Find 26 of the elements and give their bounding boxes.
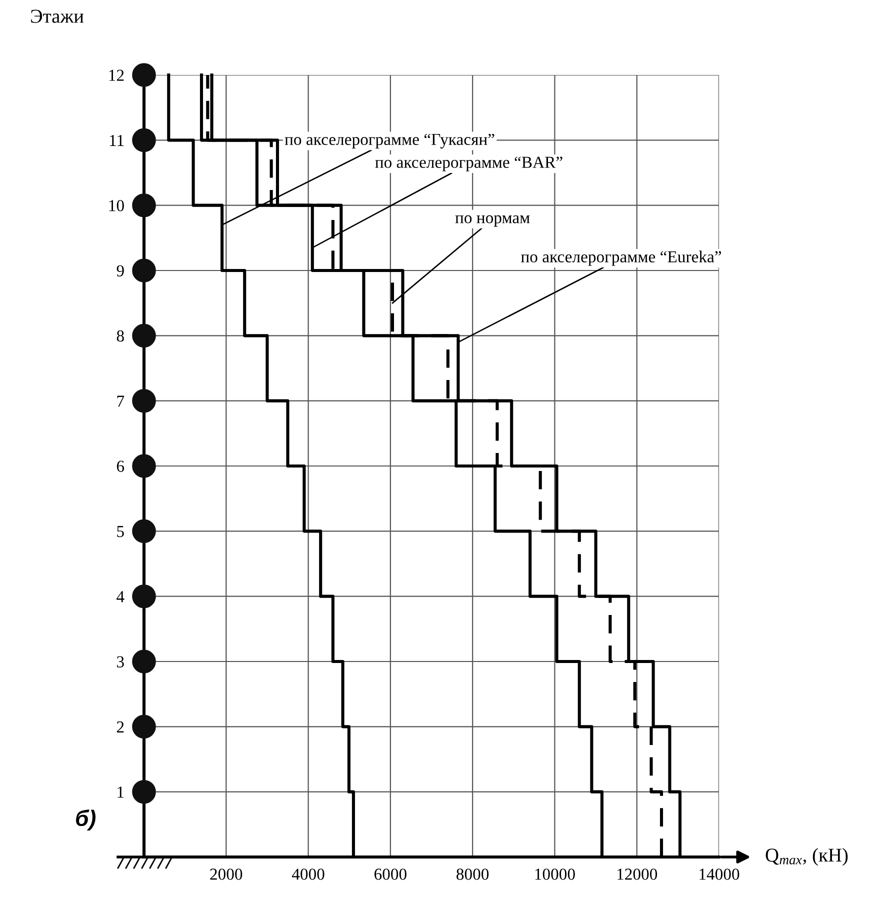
y-tick-label: 5 [117,526,124,538]
annotation: по нормам [455,215,530,227]
x-tick-label: 10000 [535,868,575,880]
annotation: по акселерограмме “Eureka” [521,250,721,266]
annotation: по акселерограмме “Гукасян” [284,134,494,148]
y-tick-label: 7 [117,396,124,407]
x-axis-title: Q$_{max}$, (кН) [766,848,848,866]
x-tick-label: 6000 [374,868,406,880]
y-axis-title: Этажи [31,10,84,23]
x-tick-label: 4000 [292,868,324,880]
y-tick-label: 11 [110,134,124,146]
y-tick-label: 9 [116,265,124,276]
y-tick-label: 12 [109,70,124,81]
x-tick-label: 2000 [210,868,242,880]
y-tick-label: 4 [116,591,124,602]
text: б) [76,810,96,830]
y-tick-label: 8 [116,330,124,342]
y-tick-label: 6 [116,460,124,472]
y-tick-label: 2 [116,721,124,732]
x-tick-label: 8000 [456,868,489,880]
y-tick-label: 10 [109,200,124,212]
annotation: по акселерограмме “BAR” [375,156,562,172]
y-tick-label: 1 [118,786,124,798]
y-tick-label: 3 [117,656,124,668]
x-tick-label: 12000 [617,868,658,880]
x-tick-label: 14000 [700,868,740,880]
